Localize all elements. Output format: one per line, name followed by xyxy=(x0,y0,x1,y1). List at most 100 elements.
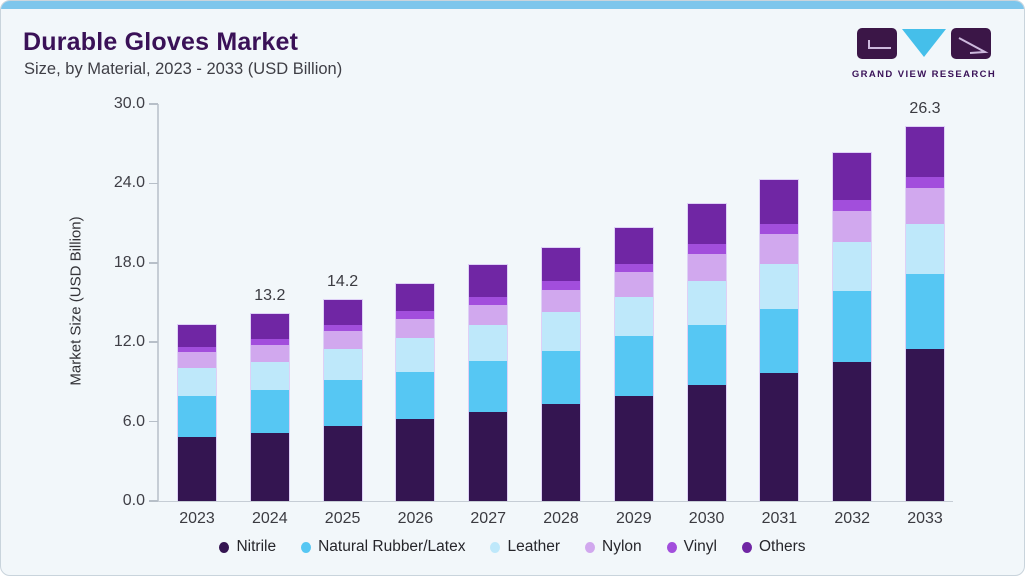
y-tick-label: 30.0 xyxy=(113,95,145,113)
bar-segment-nylon xyxy=(323,330,362,350)
x-tick-label: 2028 xyxy=(543,510,579,527)
bar-segment-vinyl xyxy=(396,310,435,320)
bar-segment-leather xyxy=(396,337,435,372)
bar-segment-others xyxy=(178,325,216,347)
x-tick-label: 2023 xyxy=(179,510,215,527)
y-tick-mark xyxy=(149,420,158,423)
page-title: Durable Gloves Market xyxy=(23,28,299,56)
legend-swatch xyxy=(585,541,596,553)
bar-segment-natural-rubber-latex xyxy=(833,290,872,362)
bar-segment-nylon xyxy=(760,233,799,264)
x-axis-line xyxy=(151,500,953,502)
legend-swatch xyxy=(301,541,312,553)
bar-segment-nitrile xyxy=(323,425,362,501)
bar-segment-others xyxy=(250,313,289,340)
bar-segment-nitrile xyxy=(906,348,944,501)
bar-segment-vinyl xyxy=(833,199,872,212)
bar-segment-natural-rubber-latex xyxy=(323,380,362,426)
legend-item: Nylon xyxy=(585,538,642,556)
stacked-bar xyxy=(395,282,436,501)
stacked-bar xyxy=(177,324,217,501)
bar-total-label: 26.3 xyxy=(909,100,941,118)
bar-segment-others xyxy=(687,204,726,244)
bar-segment-nitrile xyxy=(178,437,216,501)
legend-label: Nitrile xyxy=(236,538,277,555)
legend-item: Others xyxy=(742,538,806,556)
stacked-bar xyxy=(759,178,800,501)
y-tick-mark xyxy=(149,500,158,502)
y-tick-label: 0.0 xyxy=(122,492,145,509)
stacked-bar xyxy=(249,312,290,501)
y-tick-mark xyxy=(149,262,158,264)
bar-segment-leather xyxy=(323,349,362,381)
bar-segment-nitrile xyxy=(614,395,653,501)
legend-item: Leather xyxy=(490,538,560,556)
bar-segment-natural-rubber-latex xyxy=(614,336,653,396)
bar-segment-others xyxy=(323,299,362,326)
x-tick-label: 2031 xyxy=(761,510,798,527)
gvr-logo: GRAND VIEW RESEARCH xyxy=(850,28,998,80)
bar-segment-nylon xyxy=(687,253,726,281)
x-tick-label: 2025 xyxy=(324,510,361,527)
bar-segment-natural-rubber-latex xyxy=(469,360,508,412)
bar-segment-nitrile xyxy=(687,384,726,501)
top-accent-bar xyxy=(1,1,1024,9)
bar-segment-others xyxy=(614,228,653,264)
bar-total-label: 13.2 xyxy=(254,286,286,304)
bar-segment-vinyl xyxy=(614,263,653,273)
gvr-logo-mark xyxy=(857,28,991,59)
legend-swatch xyxy=(742,541,752,553)
bar-segment-vinyl xyxy=(178,346,216,353)
stacked-bar xyxy=(686,203,727,501)
bar-segment-others xyxy=(760,179,799,224)
x-tick-label: 2030 xyxy=(688,510,725,527)
bar-segment-vinyl xyxy=(469,296,508,306)
bar-segment-nylon xyxy=(250,345,289,363)
page-subtitle: Size, by Material, 2023 - 2033 (USD Bill… xyxy=(24,60,343,78)
legend-swatch xyxy=(490,541,501,553)
bar-segment-vinyl xyxy=(542,280,580,290)
y-tick-mark xyxy=(149,182,158,185)
bar-segment-others xyxy=(542,248,580,281)
bar-segment-leather xyxy=(542,312,580,351)
bar-segment-others xyxy=(906,127,944,177)
bar-segment-others xyxy=(396,283,435,311)
legend-label: Leather xyxy=(507,538,561,555)
bar-segment-nitrile xyxy=(396,418,435,501)
bar-segment-natural-rubber-latex xyxy=(760,309,799,374)
legend-label: Vinyl xyxy=(683,538,717,555)
legend-swatch xyxy=(219,541,230,553)
bar-segment-leather xyxy=(833,242,872,291)
bar-segment-nitrile xyxy=(760,373,799,501)
bar-segment-others xyxy=(833,152,872,200)
bar-segment-leather xyxy=(614,296,653,337)
bar-segment-natural-rubber-latex xyxy=(250,390,289,433)
bar-segment-nylon xyxy=(542,289,580,313)
bar-segment-natural-rubber-latex xyxy=(687,324,726,385)
bar-segment-leather xyxy=(687,280,726,325)
y-tick-mark xyxy=(149,341,158,343)
stacked-bar xyxy=(468,264,509,501)
bar-segment-others xyxy=(469,265,508,297)
bar-segment-nylon xyxy=(614,272,653,297)
stacked-bar xyxy=(832,151,873,502)
chart-legend: Nitrile Natural Rubber/Latex Leather Nylon V… xyxy=(1,538,1024,556)
legend-swatch xyxy=(666,541,677,553)
y-tick-mark xyxy=(149,103,158,105)
bar-segment-vinyl xyxy=(906,176,944,189)
bar-segment-natural-rubber-latex xyxy=(396,371,435,419)
stacked-bar xyxy=(905,126,945,501)
bar-segment-nylon xyxy=(396,319,435,338)
stacked-bar xyxy=(322,298,363,501)
bar-segment-natural-rubber-latex xyxy=(178,396,216,438)
bar-segment-vinyl xyxy=(760,223,799,234)
bar-segment-nitrile xyxy=(833,361,872,502)
bar-segment-vinyl xyxy=(687,243,726,254)
bar-segment-natural-rubber-latex xyxy=(542,350,580,405)
bar-total-label: 14.2 xyxy=(327,272,359,290)
x-tick-label: 2033 xyxy=(907,510,943,527)
x-tick-label: 2032 xyxy=(834,510,870,527)
bar-segment-leather xyxy=(906,223,944,274)
y-axis-line xyxy=(157,104,159,501)
